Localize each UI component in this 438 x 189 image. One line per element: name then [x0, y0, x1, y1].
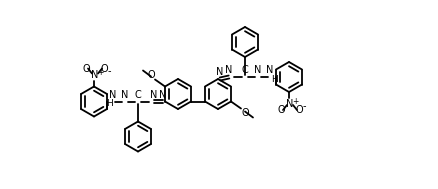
Text: -: -: [107, 67, 111, 77]
Text: H: H: [106, 99, 113, 108]
Text: O: O: [277, 105, 285, 115]
Text: N: N: [150, 90, 158, 99]
Text: N: N: [266, 65, 274, 75]
Text: N: N: [254, 65, 261, 75]
Text: O: O: [82, 64, 90, 74]
Text: N: N: [286, 99, 294, 109]
Text: N: N: [216, 67, 224, 77]
Text: +: +: [292, 98, 298, 106]
Text: O: O: [100, 64, 108, 74]
Text: -: -: [302, 101, 306, 111]
Text: O: O: [241, 108, 249, 119]
Text: N: N: [110, 90, 117, 99]
Text: C: C: [242, 65, 248, 75]
Text: N: N: [91, 70, 99, 80]
Text: O: O: [147, 70, 155, 80]
Text: N: N: [225, 65, 233, 75]
Text: O: O: [295, 105, 303, 115]
Text: H: H: [271, 74, 277, 84]
Text: C: C: [134, 90, 141, 99]
Text: N: N: [159, 90, 167, 99]
Text: N: N: [121, 90, 129, 99]
Text: +: +: [97, 68, 103, 77]
